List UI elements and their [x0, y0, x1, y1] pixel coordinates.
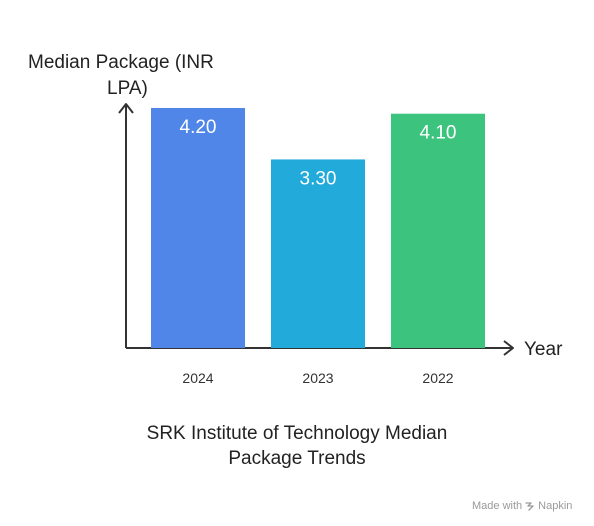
chart-title-line-2: Package Trends — [228, 448, 366, 469]
value-label-2024: 4.20 — [180, 117, 217, 138]
y-axis-label-line-1: Median Package (INR — [28, 52, 214, 73]
bar-2023 — [271, 159, 365, 348]
x-tick-label-2024: 2024 — [182, 370, 213, 386]
napkin-brand-text: Napkin — [538, 500, 573, 512]
y-axis-label-line-2: LPA) — [107, 78, 148, 99]
made-with-credit[interactable]: Made with Napkin — [472, 500, 572, 512]
bar-2022 — [391, 113, 485, 348]
value-label-2023: 3.30 — [300, 168, 337, 189]
made-with-text: Made with — [472, 500, 523, 512]
value-labels: 4.20 3.30 4.10 — [180, 117, 457, 189]
chart-title: SRK Institute of Technology Median Packa… — [97, 421, 497, 471]
value-label-2022: 4.10 — [420, 123, 457, 144]
bars — [151, 108, 485, 348]
x-axis-label: Year — [524, 339, 563, 360]
bar-2024 — [151, 108, 245, 348]
y-axis — [118, 103, 134, 348]
x-tick-label-2022: 2022 — [422, 370, 453, 386]
napkin-logo-icon — [525, 502, 534, 511]
x-tick-label-2023: 2023 — [302, 370, 333, 386]
x-tick-labels: 2024 2023 2022 — [182, 370, 453, 386]
chart-title-line-1: SRK Institute of Technology Median — [146, 423, 448, 444]
